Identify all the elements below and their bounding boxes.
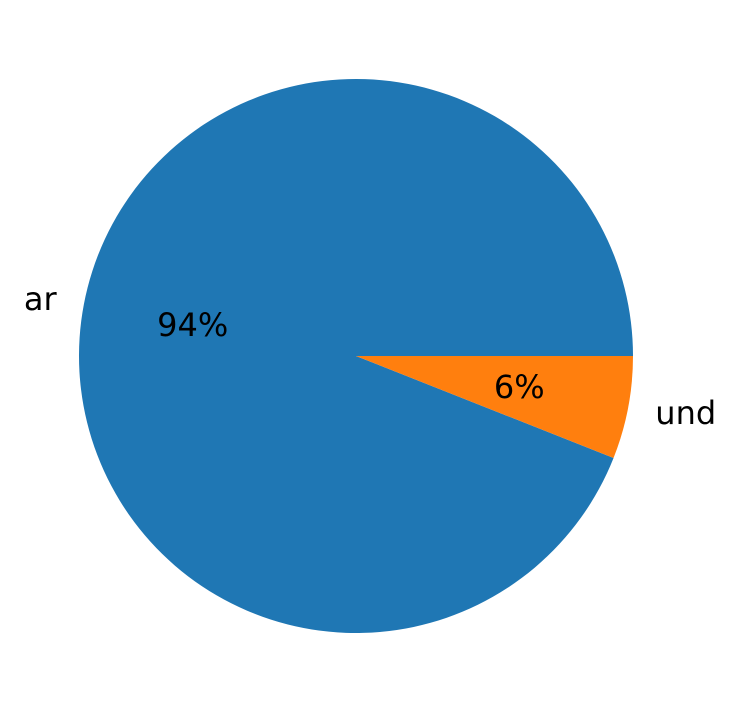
category-label-ar: ar [24, 280, 58, 318]
percent-label-ar: 94% [157, 306, 228, 344]
pie-wedges [78, 79, 633, 634]
category-label-und: und [655, 394, 716, 432]
percent-label-und: 6% [494, 368, 545, 406]
pie-wedge-und [356, 356, 633, 458]
pie-labels: ar 94% und 6% [24, 280, 716, 432]
pie-wedge-ar [78, 79, 633, 634]
